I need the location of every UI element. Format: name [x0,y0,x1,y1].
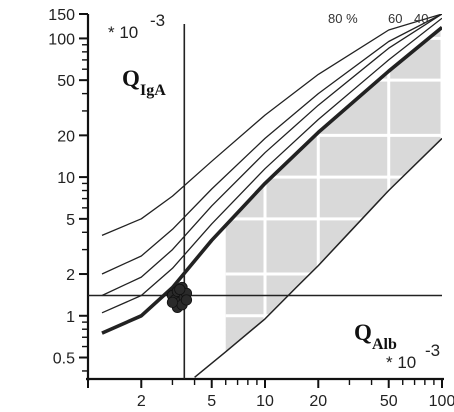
y-tick-label: 1 [66,309,75,326]
x-scale-exponent: -3 [425,341,440,360]
y-tick-label: 100 [48,31,75,48]
y-tick-label: 5 [66,212,75,229]
y-axis-title: Q [122,66,140,91]
series-line-4 [101,26,442,335]
x-axis-title: Q [354,320,372,345]
reference-curves [101,14,442,378]
series-line-3 [101,17,442,314]
series-line-5 [194,137,442,378]
reference-lines [88,24,442,379]
data-point [174,283,186,295]
y-scale-note: * 10 [108,23,138,42]
y-axis-title-sub: IgA [140,82,166,99]
y-tick-label: 150 [48,7,75,24]
y-tick-label: 20 [57,128,75,145]
y-tick-label: 2 [66,267,75,284]
curve-label-80: 80 % [328,11,358,26]
y-tick-label: 0.5 [53,351,75,368]
data-point [180,294,193,306]
curve-label-40: 40 [414,11,428,26]
labels: 80 % 60 40 Q IgA Q Alb * 10 -3 * 10 -3 [108,11,440,372]
x-axis-title-sub: Alb [372,336,397,353]
series-line-2 [101,14,442,297]
y-scale-exponent: -3 [150,11,165,30]
series-line-0 [101,14,442,236]
series-line-1 [101,14,442,275]
y-tick-label: 10 [57,170,75,187]
x-tick-label: 2 [137,393,146,410]
curve-label-60: 60 [388,11,402,26]
x-tick-label: 10 [256,393,274,410]
x-tick-label: 50 [380,393,398,410]
patient-points [166,281,193,313]
x-tick-label: 100 [429,393,454,410]
x-tick-label: 20 [309,393,327,410]
x-tick-label: 5 [207,393,216,410]
data-point [166,296,179,308]
axes: 0.5 1 2 5 10 20 50 100 150 2 5 10 20 50 100 [48,7,454,410]
x-scale-note: * 10 [386,353,416,372]
y-tick-label: 50 [57,73,75,90]
